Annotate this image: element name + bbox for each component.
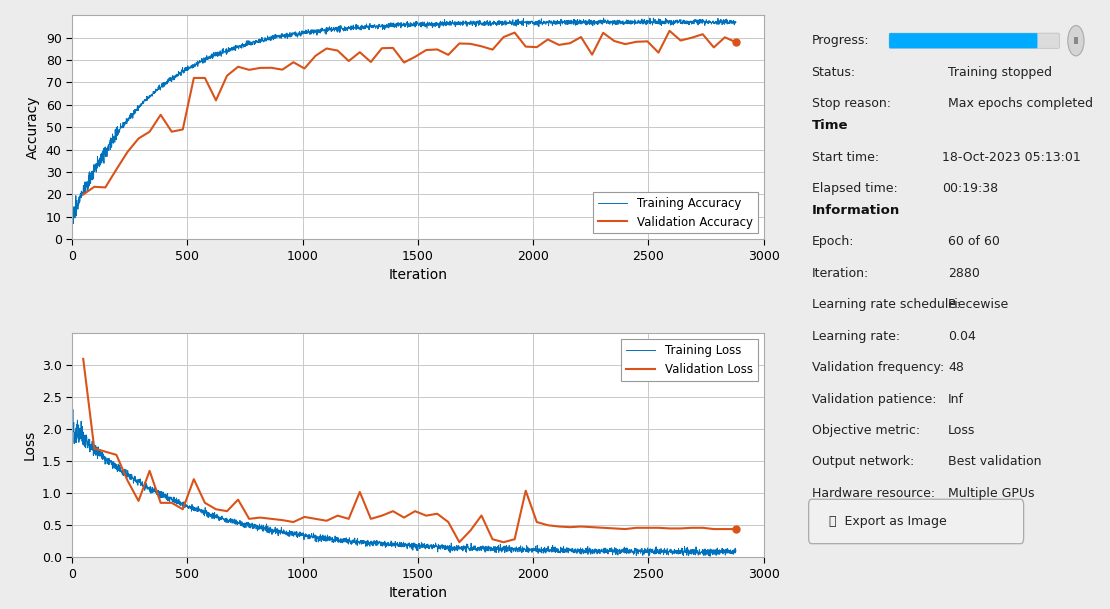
- Text: Status:: Status:: [811, 66, 856, 79]
- FancyBboxPatch shape: [889, 33, 1038, 48]
- Y-axis label: Accuracy: Accuracy: [27, 96, 40, 159]
- Legend: Training Accuracy, Validation Accuracy: Training Accuracy, Validation Accuracy: [593, 192, 758, 233]
- Validation Accuracy: [242, 66, 255, 74]
- Training Accuracy: [529, 21, 543, 29]
- FancyBboxPatch shape: [809, 499, 1023, 544]
- Training Accuracy: [729, 19, 743, 26]
- Line: Training Accuracy: Training Accuracy: [72, 18, 736, 224]
- Text: Time: Time: [811, 119, 848, 132]
- Training Loss: [564, 546, 577, 553]
- Text: 2880: 2880: [948, 267, 980, 280]
- Text: Objective metric:: Objective metric:: [811, 424, 920, 437]
- Training Accuracy: [67, 220, 80, 227]
- Validation Loss: [497, 538, 511, 546]
- Text: 18-Oct-2023 05:13:01: 18-Oct-2023 05:13:01: [942, 150, 1081, 163]
- Validation Accuracy: [286, 58, 300, 66]
- Text: Epoch:: Epoch:: [811, 236, 854, 248]
- Validation Loss: [264, 515, 278, 523]
- Validation Accuracy: [188, 74, 201, 82]
- Validation Loss: [242, 515, 255, 523]
- Text: Progress:: Progress:: [811, 34, 869, 47]
- Validation Loss: [77, 355, 90, 362]
- Text: Validation patience:: Validation patience:: [811, 393, 936, 406]
- Validation Accuracy: [264, 64, 278, 71]
- FancyBboxPatch shape: [1073, 37, 1078, 44]
- Validation Loss: [286, 518, 300, 526]
- Circle shape: [1068, 26, 1084, 56]
- Text: 48: 48: [948, 361, 963, 374]
- FancyBboxPatch shape: [889, 33, 1059, 48]
- Text: Elapsed time:: Elapsed time:: [811, 182, 897, 195]
- Line: Validation Accuracy: Validation Accuracy: [83, 31, 736, 194]
- Training Loss: [276, 530, 290, 537]
- X-axis label: Iteration: Iteration: [388, 586, 447, 600]
- Training Accuracy: [276, 33, 290, 40]
- Validation Accuracy: [297, 65, 311, 72]
- Validation Accuracy: [486, 46, 500, 53]
- Text: 🖼  Export as Image: 🖼 Export as Image: [829, 515, 947, 528]
- Y-axis label: Loss: Loss: [22, 430, 37, 460]
- Text: Output network:: Output network:: [811, 456, 914, 468]
- Text: Iteration:: Iteration:: [811, 267, 869, 280]
- Training Accuracy: [597, 15, 611, 22]
- Training Accuracy: [65, 219, 79, 227]
- Training Accuracy: [528, 18, 542, 25]
- Text: Learning rate schedule:: Learning rate schedule:: [811, 298, 960, 311]
- X-axis label: Iteration: Iteration: [388, 268, 447, 282]
- Validation Loss: [297, 513, 311, 521]
- Line: Training Loss: Training Loss: [72, 409, 736, 556]
- Validation Accuracy: [663, 27, 676, 35]
- Validation Accuracy: [729, 38, 743, 46]
- Validation Loss: [729, 526, 743, 533]
- Text: 0.04: 0.04: [948, 329, 976, 343]
- Text: Stop reason:: Stop reason:: [811, 97, 890, 110]
- Validation Accuracy: [77, 191, 90, 198]
- Text: Inf: Inf: [948, 393, 965, 406]
- Training Loss: [486, 546, 500, 553]
- Line: Validation Loss: Validation Loss: [83, 359, 736, 542]
- Text: Training stopped: Training stopped: [948, 66, 1052, 79]
- Validation Loss: [188, 476, 201, 483]
- Validation Loss: [486, 535, 500, 543]
- Training Loss: [528, 546, 542, 553]
- Text: Information: Information: [811, 204, 900, 217]
- Training Accuracy: [564, 17, 577, 24]
- Training Accuracy: [486, 19, 500, 26]
- Training Accuracy: [614, 20, 627, 27]
- Training Loss: [65, 421, 79, 428]
- Text: Loss: Loss: [948, 424, 976, 437]
- Text: Start time:: Start time:: [811, 150, 879, 163]
- Legend: Training Loss, Validation Loss: Training Loss, Validation Loss: [622, 339, 758, 381]
- Text: Hardware resource:: Hardware resource:: [811, 487, 935, 500]
- Training Loss: [614, 547, 627, 554]
- Training Loss: [729, 546, 743, 554]
- Text: Validation frequency:: Validation frequency:: [811, 361, 944, 374]
- Training Loss: [704, 552, 717, 560]
- Text: Piecewise: Piecewise: [948, 298, 1009, 311]
- Training Loss: [529, 543, 543, 550]
- Text: Learning rate:: Learning rate:: [811, 329, 900, 343]
- Training Loss: [67, 406, 80, 413]
- Text: 60 of 60: 60 of 60: [948, 236, 1000, 248]
- Text: Max epochs completed: Max epochs completed: [948, 97, 1093, 110]
- Text: Multiple GPUs: Multiple GPUs: [948, 487, 1035, 500]
- Text: 00:19:38: 00:19:38: [942, 182, 998, 195]
- Text: Best validation: Best validation: [948, 456, 1041, 468]
